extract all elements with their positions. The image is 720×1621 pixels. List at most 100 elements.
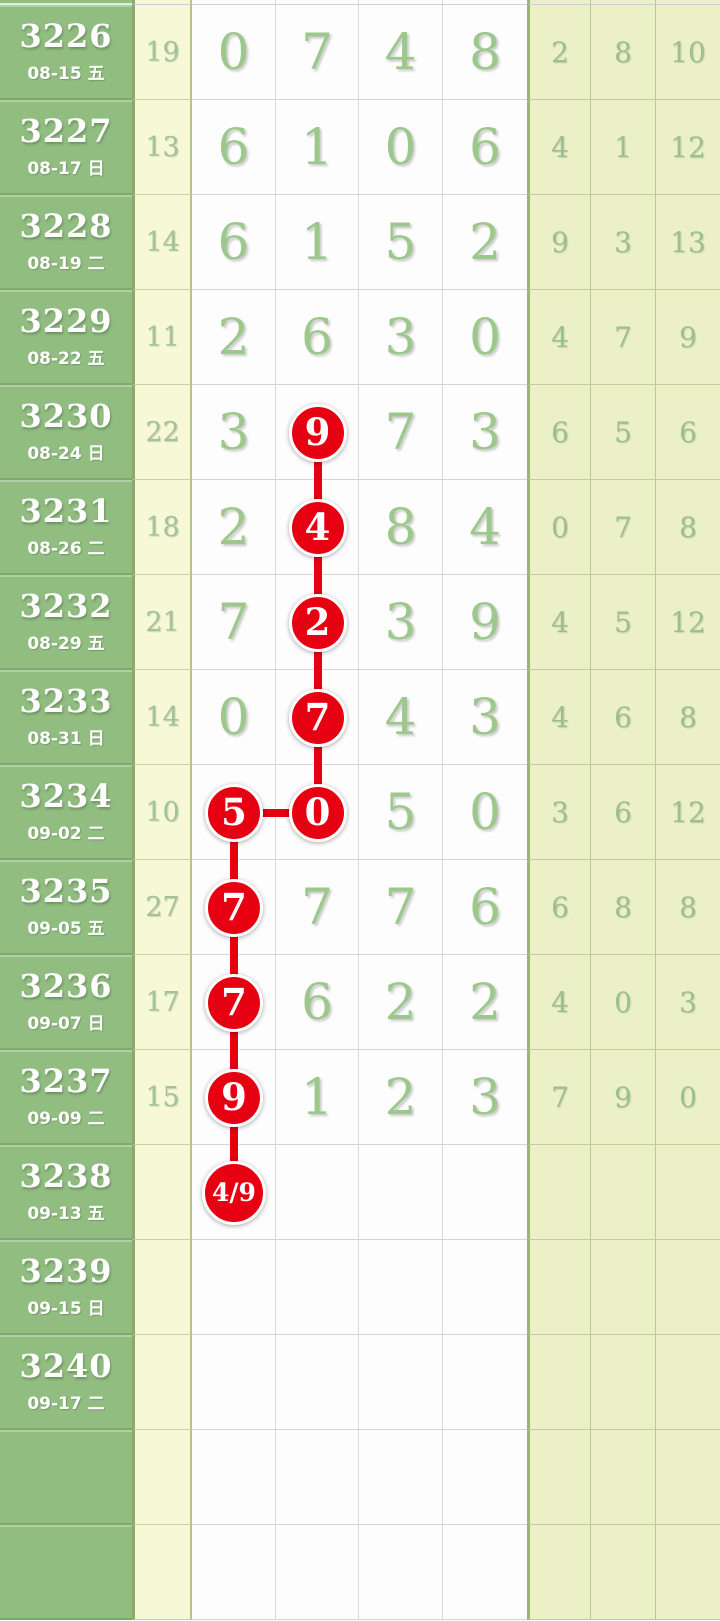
- issue-number: 3236: [19, 966, 113, 1005]
- stat-cell: 8: [656, 860, 720, 955]
- stat-cell: [656, 1240, 720, 1335]
- issue-cell: [0, 1430, 132, 1525]
- issue-cell: 3227 08-17 日: [0, 100, 132, 195]
- digit-cell: 4: [359, 5, 443, 100]
- issue-number: 3238: [19, 1156, 113, 1195]
- digit-cell: [359, 1430, 443, 1525]
- digit-cell: 6: [443, 100, 527, 195]
- digit-cell: 3: [359, 575, 443, 670]
- draw-date: 08-19 二: [27, 253, 105, 274]
- issue-cell: 3229 08-22 五: [0, 290, 132, 385]
- digit-cell: [192, 1240, 276, 1335]
- digit-cell: 1: [276, 1050, 359, 1145]
- stat-cell: 6: [591, 670, 656, 765]
- digit-cell: 6: [276, 290, 359, 385]
- digit-cell: 8: [443, 5, 527, 100]
- stat-cell: 13: [656, 195, 720, 290]
- sum-cell: 13: [132, 100, 192, 195]
- sum-cell: [132, 1240, 192, 1335]
- stat-cell: 5: [591, 575, 656, 670]
- draw-date: 09-05 五: [27, 918, 105, 939]
- digit-cell: 2: [359, 1050, 443, 1145]
- sum-cell: [132, 1430, 192, 1525]
- digit-cell: [192, 955, 276, 1050]
- digit-cell: [276, 480, 359, 575]
- draw-date: 09-15 日: [27, 1298, 105, 1319]
- digit-cell: [192, 860, 276, 955]
- stat-cell: [527, 1430, 591, 1525]
- issue-number: 3232: [19, 586, 113, 625]
- sum-cell: 15: [132, 1050, 192, 1145]
- sum-cell: 27: [132, 860, 192, 955]
- draw-date: 09-02 二: [27, 823, 105, 844]
- stat-cell: [656, 1145, 720, 1240]
- digit-cell: 4: [443, 480, 527, 575]
- stat-cell: [591, 1525, 656, 1620]
- stat-cell: 0: [656, 1050, 720, 1145]
- draw-date: 08-22 五: [27, 348, 105, 369]
- digit-cell: 2: [443, 195, 527, 290]
- stat-cell: 1: [591, 100, 656, 195]
- sum-cell: 10: [132, 765, 192, 860]
- digit-cell: 2: [192, 290, 276, 385]
- partial-cell: [359, 0, 443, 5]
- sum-cell: 14: [132, 195, 192, 290]
- stat-cell: 6: [656, 385, 720, 480]
- digit-cell: [443, 1335, 527, 1430]
- digit-cell: 3: [443, 385, 527, 480]
- digit-cell: 5: [359, 195, 443, 290]
- table-row: 3234 09-02 二 10 5 0 3 6 12: [0, 765, 720, 860]
- partial-top-row: [0, 0, 720, 5]
- issue-number: 3231: [19, 491, 113, 530]
- issue-number: 3228: [19, 206, 113, 245]
- digit-cell: 0: [192, 670, 276, 765]
- draw-date: 08-31 日: [27, 728, 105, 749]
- digit-cell: [192, 1050, 276, 1145]
- digit-cell: 2: [192, 480, 276, 575]
- stat-cell: 8: [591, 860, 656, 955]
- table-row: 3232 08-29 五 21 7 3 9 4 5 12: [0, 575, 720, 670]
- issue-cell: 3228 08-19 二: [0, 195, 132, 290]
- digit-cell: 8: [359, 480, 443, 575]
- digit-cell: 6: [443, 860, 527, 955]
- stat-cell: 12: [656, 100, 720, 195]
- digit-cell: [443, 1240, 527, 1335]
- stat-cell: [591, 1240, 656, 1335]
- stat-cell: 9: [656, 290, 720, 385]
- digit-cell: [443, 1145, 527, 1240]
- digit-cell: [359, 1240, 443, 1335]
- draw-date: 09-13 五: [27, 1203, 105, 1224]
- digit-cell: 7: [276, 5, 359, 100]
- stat-cell: 7: [527, 1050, 591, 1145]
- issue-cell: 3234 09-02 二: [0, 765, 132, 860]
- digit-cell: 0: [443, 765, 527, 860]
- sum-cell: [132, 1145, 192, 1240]
- issue-number: 3227: [19, 111, 113, 150]
- issue-number: 3229: [19, 301, 113, 340]
- issue-cell: 3235 09-05 五: [0, 860, 132, 955]
- stat-cell: 4: [527, 100, 591, 195]
- issue-cell: 3236 09-07 日: [0, 955, 132, 1050]
- digit-cell: 5: [359, 765, 443, 860]
- sum-cell: 14: [132, 670, 192, 765]
- partial-cell: [192, 0, 276, 5]
- table-row: [0, 1525, 720, 1620]
- table-row: 3228 08-19 二 14 6 1 5 2 9 3 13: [0, 195, 720, 290]
- issue-number: 3239: [19, 1251, 113, 1290]
- table-row: 3236 09-07 日 17 6 2 2 4 0 3: [0, 955, 720, 1050]
- digit-cell: 0: [359, 100, 443, 195]
- draw-date: 08-17 日: [27, 158, 105, 179]
- table-row: 3226 08-15 五 19 0 7 4 8 2 8 10: [0, 5, 720, 100]
- digit-cell: 1: [276, 100, 359, 195]
- issue-cell: 3237 09-09 二: [0, 1050, 132, 1145]
- digit-cell: 3: [359, 290, 443, 385]
- digit-cell: 3: [192, 385, 276, 480]
- issue-cell: 3232 08-29 五: [0, 575, 132, 670]
- draw-date: 09-17 二: [27, 1393, 105, 1414]
- sum-cell: 21: [132, 575, 192, 670]
- stat-cell: 4: [527, 955, 591, 1050]
- draw-date: 09-07 日: [27, 1013, 105, 1034]
- digit-cell: [443, 1525, 527, 1620]
- table-row: 3230 08-24 日 22 3 7 3 6 5 6: [0, 385, 720, 480]
- stat-cell: 9: [591, 1050, 656, 1145]
